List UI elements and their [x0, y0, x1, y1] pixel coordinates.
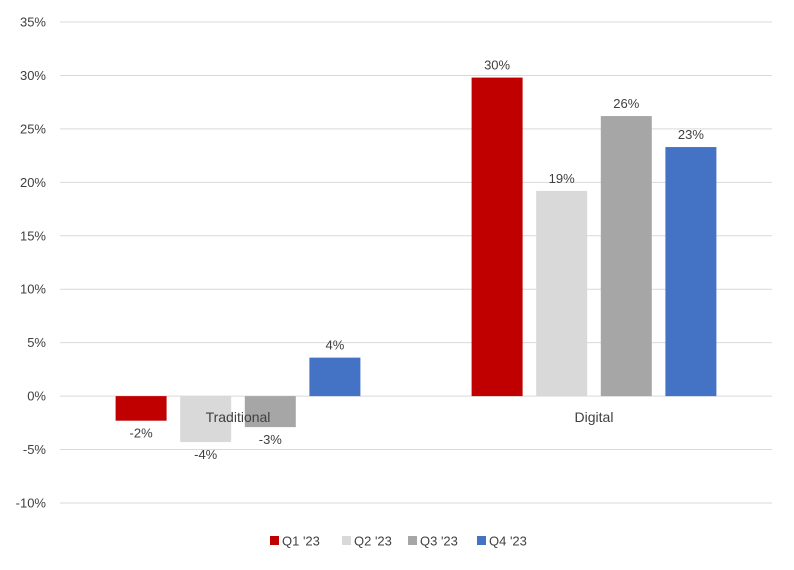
y-tick-label: 0% — [27, 389, 46, 404]
data-label: -4% — [194, 447, 218, 462]
legend-label: Q2 '23 — [354, 534, 392, 549]
legend: Q1 '23 Q2 '23 Q3 '23 Q4 '23 — [270, 534, 527, 549]
bar-traditional-3 — [244, 396, 296, 428]
category-label: Traditional — [206, 409, 271, 425]
data-label: 19% — [549, 171, 575, 186]
legend-label: Q1 '23 — [282, 534, 320, 549]
legend-swatch — [270, 536, 279, 545]
legend-swatch — [477, 536, 486, 545]
category-labels: Traditional Digital — [206, 409, 614, 425]
legend-swatch — [342, 536, 351, 545]
y-tick-label: 35% — [20, 15, 46, 30]
y-tick-label: 20% — [20, 175, 46, 190]
gridlines — [60, 21, 772, 504]
y-tick-label: -10% — [16, 496, 47, 511]
y-tick-label: 10% — [20, 282, 46, 297]
y-tick-label: 30% — [20, 68, 46, 83]
y-tick-label: 5% — [27, 335, 46, 350]
bar-traditional-2 — [180, 396, 232, 443]
bar-digital-3 — [600, 116, 652, 397]
data-label: 4% — [326, 338, 345, 353]
category-label: Digital — [575, 409, 614, 425]
legend-label: Q4 '23 — [489, 534, 527, 549]
legend-label: Q3 '23 — [420, 534, 458, 549]
data-label: 26% — [613, 96, 639, 111]
bars — [115, 77, 717, 443]
bar-digital-2 — [536, 190, 588, 397]
data-label: 30% — [484, 58, 510, 73]
y-tick-label: -5% — [23, 442, 47, 457]
y-tick-label: 15% — [20, 228, 46, 243]
bar-traditional-1 — [115, 396, 167, 421]
data-label: 23% — [678, 127, 704, 142]
data-labels: -2% -4% -3% 4% 30% 19% 26% 23% — [130, 58, 705, 462]
data-label: -3% — [259, 432, 283, 447]
bar-digital-4 — [665, 147, 717, 397]
bar-digital-1 — [471, 77, 523, 397]
legend-swatch — [408, 536, 417, 545]
data-label: -2% — [130, 426, 154, 441]
y-axis: -10% -5% 0% 5% 10% 15% 20% 25% 30% 35% — [16, 15, 47, 511]
bar-traditional-4 — [309, 357, 361, 397]
y-tick-label: 25% — [20, 121, 46, 136]
